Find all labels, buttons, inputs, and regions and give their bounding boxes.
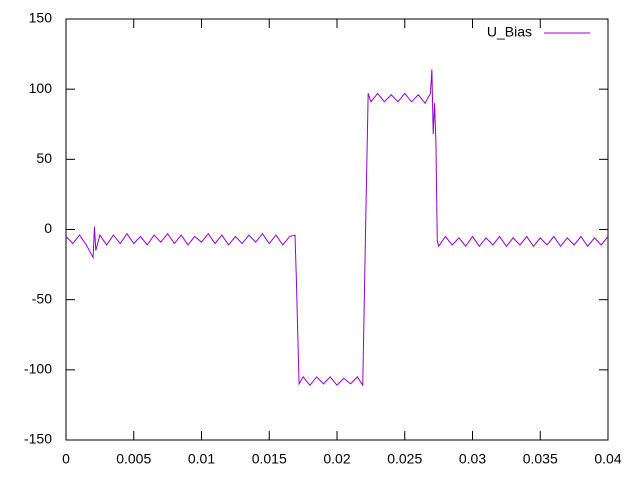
y-tick-label: 50 [36, 150, 52, 166]
x-tick-label: 0.015 [252, 451, 287, 467]
x-tick-label: 0.025 [387, 451, 422, 467]
x-tick-label: 0.02 [323, 451, 350, 467]
y-tick-label: -150 [24, 431, 52, 447]
x-tick-label: 0.01 [188, 451, 215, 467]
plot-border [65, 18, 609, 441]
y-tick-label: -50 [32, 290, 52, 306]
x-tick-label: 0.03 [459, 451, 486, 467]
x-tick-label: 0 [62, 451, 70, 467]
legend-label: U_Bias [487, 24, 532, 40]
y-tick-label: 150 [29, 10, 53, 26]
y-tick-label: 100 [29, 80, 53, 96]
data-line [65, 69, 609, 387]
y-tick-label: 0 [44, 220, 52, 236]
x-tick-label: 0.04 [594, 451, 621, 467]
x-tick-label: 0.035 [523, 451, 558, 467]
y-tick-label: -100 [24, 361, 52, 377]
x-tick-label: 0.005 [116, 451, 151, 467]
